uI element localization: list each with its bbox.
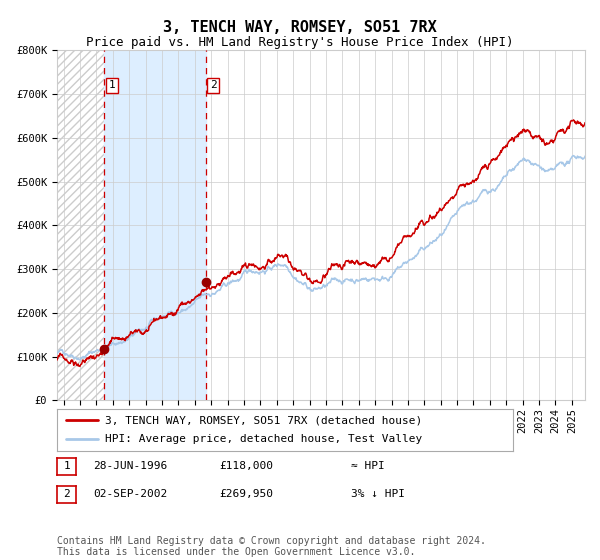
Text: £269,950: £269,950	[219, 489, 273, 499]
Text: ≈ HPI: ≈ HPI	[351, 461, 385, 471]
Text: 2: 2	[63, 489, 70, 500]
Text: 28-JUN-1996: 28-JUN-1996	[93, 461, 167, 471]
Bar	[57, 50, 104, 400]
Text: Contains HM Land Registry data © Crown copyright and database right 2024.
This d: Contains HM Land Registry data © Crown c…	[57, 535, 486, 557]
Text: 2: 2	[210, 81, 217, 90]
Text: Price paid vs. HM Land Registry's House Price Index (HPI): Price paid vs. HM Land Registry's House …	[86, 36, 514, 49]
Text: 02-SEP-2002: 02-SEP-2002	[93, 489, 167, 499]
Text: 1: 1	[109, 81, 115, 90]
Text: £118,000: £118,000	[219, 461, 273, 471]
Text: 3, TENCH WAY, ROMSEY, SO51 7RX (detached house): 3, TENCH WAY, ROMSEY, SO51 7RX (detached…	[105, 415, 422, 425]
Bar	[104, 50, 206, 400]
Text: HPI: Average price, detached house, Test Valley: HPI: Average price, detached house, Test…	[105, 435, 422, 445]
Text: 1: 1	[63, 461, 70, 472]
Text: 3% ↓ HPI: 3% ↓ HPI	[351, 489, 405, 499]
Text: 3, TENCH WAY, ROMSEY, SO51 7RX: 3, TENCH WAY, ROMSEY, SO51 7RX	[163, 20, 437, 35]
